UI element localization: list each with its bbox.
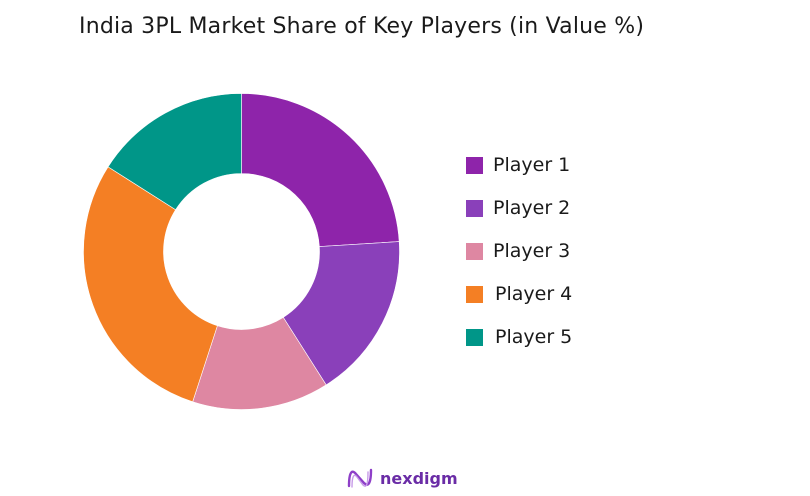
legend-swatch	[466, 199, 483, 217]
slice-player-4	[83, 166, 218, 403]
legend-swatch	[466, 328, 483, 346]
legend-label: Player 1	[493, 154, 571, 176]
legend-item-player-1: Player 1	[466, 152, 570, 178]
slice-player-1	[241, 93, 400, 247]
donut-slices	[83, 93, 400, 410]
legend-swatch	[466, 242, 483, 260]
slice-player-5	[107, 93, 242, 211]
brand-name: nexdigm	[380, 468, 458, 488]
legend-swatch	[466, 156, 483, 174]
legend-label: Player 3	[493, 240, 571, 262]
legend-swatch	[466, 285, 483, 303]
legend-label: Player 2	[493, 197, 571, 219]
legend-item-player-2: Player 2	[466, 195, 570, 221]
nexdigm-logo-icon	[347, 468, 373, 488]
brand-logo: nexdigm	[346, 466, 458, 490]
legend-item-player-4: Player 4	[466, 281, 572, 307]
slice-player-2	[282, 241, 400, 386]
legend-item-player-3: Player 3	[466, 238, 570, 264]
legend-label: Player 4	[495, 283, 573, 305]
legend-item-player-5: Player 5	[466, 324, 572, 350]
legend-label: Player 5	[495, 326, 573, 348]
chart-title: India 3PL Market Share of Key Players (i…	[79, 14, 645, 39]
